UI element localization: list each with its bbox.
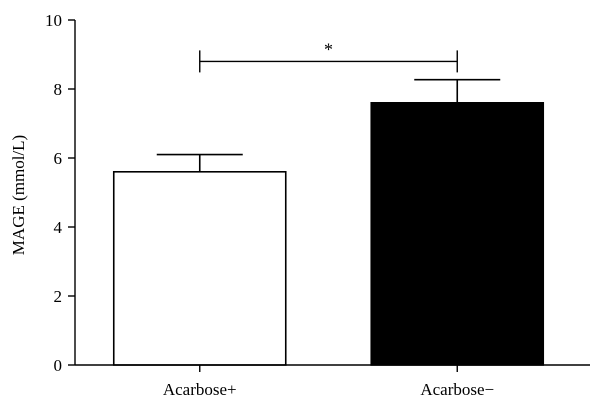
bars: [112, 102, 545, 366]
x-tick-label: Acarbose+: [163, 380, 237, 399]
significance-annotation: *: [199, 39, 458, 73]
significance-marker: *: [324, 39, 333, 59]
x-tick-label: Acarbose−: [420, 380, 494, 399]
y-axis-label: MAGE (mmol/L): [9, 135, 28, 255]
y-tick-label: 0: [54, 356, 63, 375]
y-tick-label: 8: [54, 80, 63, 99]
x-axis: Acarbose+ Acarbose−: [75, 364, 590, 399]
y-tick-label: 10: [45, 11, 62, 30]
error-bars: [156, 78, 501, 172]
y-tick-label: 2: [54, 287, 63, 306]
bar-acarbose-minus: [370, 102, 545, 366]
y-tick-label: 4: [54, 218, 63, 237]
y-tick-label: 6: [54, 149, 63, 168]
y-axis: 0 2 4 6 8 10: [45, 11, 76, 375]
bar-acarbose-plus: [112, 171, 287, 366]
